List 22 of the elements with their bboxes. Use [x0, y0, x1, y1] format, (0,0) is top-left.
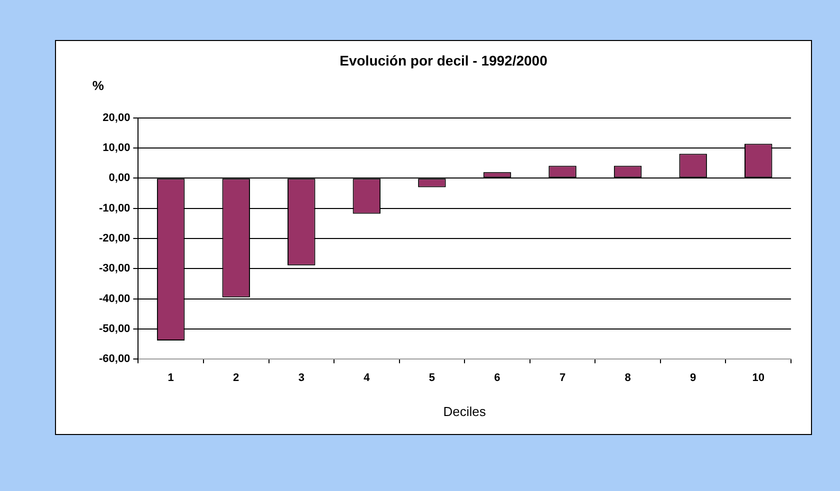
- x-tick-label: 7: [559, 372, 566, 384]
- x-tick-label: 1: [168, 372, 174, 384]
- y-tick-label: -60,00: [98, 353, 130, 366]
- x-tick-label: 4: [364, 372, 371, 384]
- y-tick-label: 0,00: [108, 172, 130, 184]
- y-axis-title: %: [92, 78, 104, 93]
- x-axis-title: Deciles: [443, 404, 486, 419]
- y-tick-label: -30,00: [98, 262, 130, 275]
- y-tick-label: 20,00: [102, 112, 130, 124]
- x-tick-label: 9: [690, 372, 696, 384]
- y-tick-label: -40,00: [98, 292, 130, 305]
- y-tick-label: -50,00: [98, 323, 130, 336]
- x-tick-label: 10: [752, 372, 764, 384]
- x-tick-label: 5: [428, 372, 436, 384]
- x-tick-label: 8: [624, 372, 631, 384]
- y-tick-label: -10,00: [98, 202, 130, 214]
- x-tick-label: 2: [233, 372, 240, 384]
- chart-title: Evolución por decil - 1992/2000: [340, 52, 548, 68]
- x-tick-label: 3: [298, 372, 304, 384]
- y-tick-label: 10,00: [102, 142, 130, 154]
- y-tick-label: -20,00: [98, 232, 130, 245]
- x-tick-label: 6: [494, 372, 500, 384]
